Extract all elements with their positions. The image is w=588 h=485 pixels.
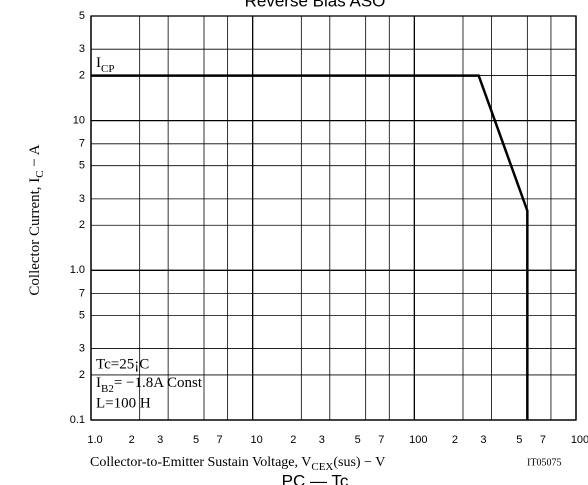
x-tick-label: 5 xyxy=(516,434,522,446)
y-tick-label: 0.1 xyxy=(70,414,85,426)
x-tick-label: 3 xyxy=(157,434,163,446)
soa-line xyxy=(91,74,529,420)
xlabel-tail: (sus) − V xyxy=(333,455,385,470)
y-tick-label: 7 xyxy=(79,138,85,150)
next-chart-title: PC — Tc xyxy=(282,471,349,485)
y-tick-label: 1.0 xyxy=(70,264,85,276)
y-tick-label: 5 xyxy=(79,10,85,22)
y-tick-label: 3 xyxy=(79,193,85,205)
icp-main: I xyxy=(96,55,101,71)
y-tick-label: 7 xyxy=(79,287,85,299)
ylabel-tail: − A xyxy=(27,144,43,170)
condition-ib2: IB2= −1.8A Const xyxy=(96,375,203,394)
x-tick-label: 2 xyxy=(290,434,296,446)
icp-sub: CP xyxy=(101,63,114,75)
x-tick-label: 3 xyxy=(480,434,486,446)
x-tick-label: 100 xyxy=(409,434,427,446)
ylabel-sub: C xyxy=(34,170,46,177)
x-tick-label: 5 xyxy=(193,434,199,446)
x-tick-label: 7 xyxy=(217,434,223,446)
ylabel-main: Collector Current, I xyxy=(27,178,43,296)
y-tick-label: 10 xyxy=(73,115,85,127)
x-tick-label: 7 xyxy=(378,434,384,446)
ib2-main: I xyxy=(96,375,101,391)
y-tick-label: 5 xyxy=(79,309,85,321)
plot-frame xyxy=(90,15,577,421)
x-tick-label: 1.0 xyxy=(87,434,102,446)
y-tick-label: 5 xyxy=(79,160,85,172)
x-tick-label: 2 xyxy=(452,434,458,446)
icp-label: ICP xyxy=(96,55,114,74)
xlabel-sub: CEX xyxy=(311,461,333,473)
x-tick-label: 10 xyxy=(251,434,263,446)
y-tick-label: 3 xyxy=(79,43,85,55)
x-tick-label: 5 xyxy=(355,434,361,446)
y-tick-label: 2 xyxy=(79,219,85,231)
y-tick-label: 2 xyxy=(79,369,85,381)
x-tick-label: 3 xyxy=(319,434,325,446)
xlabel-main: Collector-to-Emitter Sustain Voltage, V xyxy=(90,455,311,470)
x-axis-label: Collector-to-Emitter Sustain Voltage, VC… xyxy=(90,455,385,472)
x-tick-label: 100 xyxy=(571,434,588,446)
x-tick-label: 7 xyxy=(540,434,546,446)
condition-l: L=100 H xyxy=(96,395,151,411)
y-axis-label: Collector Current, IC − A xyxy=(27,144,45,295)
figure-code: IT05075 xyxy=(527,457,561,468)
chart-title: Reverse Bias ASO xyxy=(245,0,386,10)
condition-tc: Tc=25¡C xyxy=(96,356,149,372)
x-tick-label: 2 xyxy=(129,434,135,446)
ib2-tail: = −1.8A Const xyxy=(114,375,203,391)
ib2-sub: B2 xyxy=(101,383,114,395)
y-tick-label: 2 xyxy=(79,69,85,81)
y-tick-label: 3 xyxy=(79,342,85,354)
